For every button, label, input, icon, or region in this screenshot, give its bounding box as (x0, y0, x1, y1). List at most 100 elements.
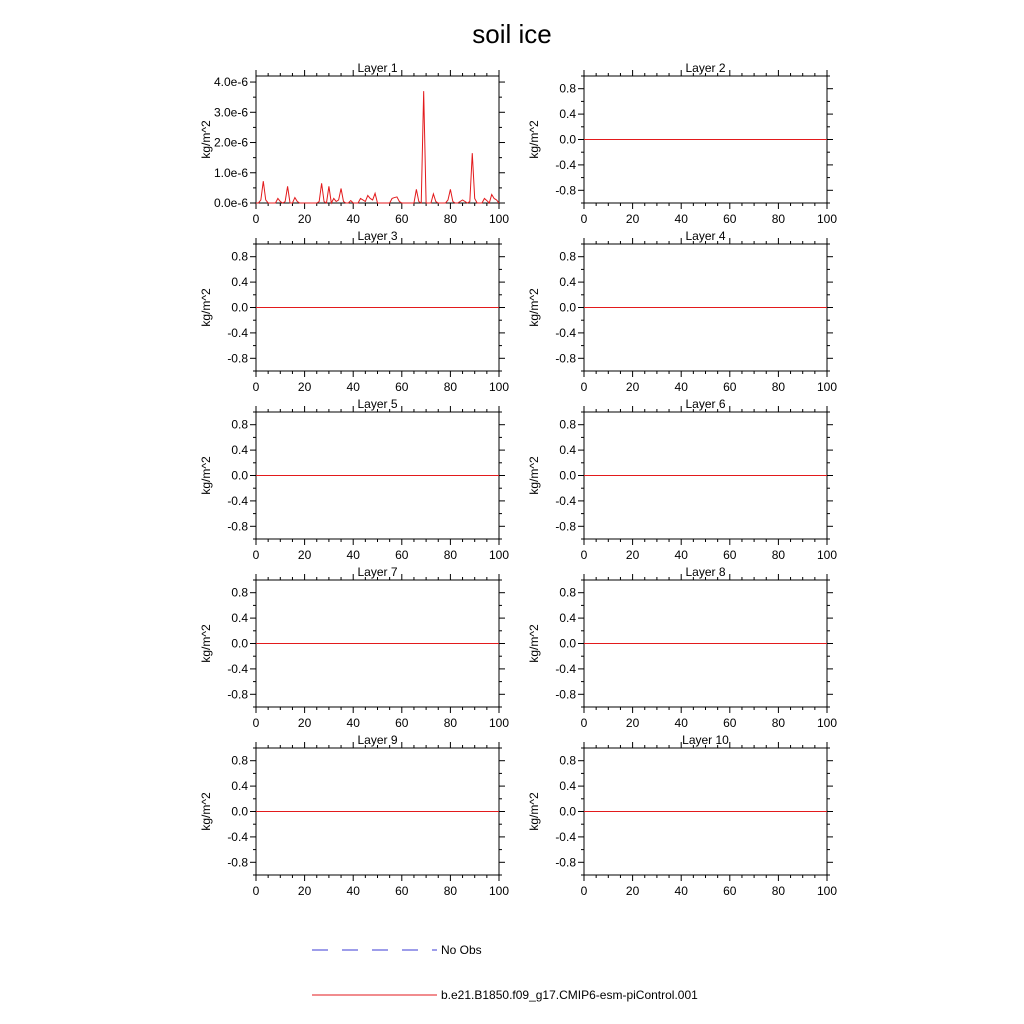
x-tick-label: 40 (347, 884, 361, 898)
panel-10: Layer 10 kg/m^2 0 20 40 60 80 100 -0.8 -0.4 0.0 0.4… (527, 733, 837, 898)
legend-label: b.e21.B1850.f09_g17.CMIP6-esm-piControl.… (441, 988, 698, 1002)
x-tick-label: 0 (253, 212, 260, 226)
panel-title: Layer 4 (685, 229, 725, 243)
y-axis-label: kg/m^2 (527, 624, 541, 663)
x-tick-label: 60 (395, 548, 409, 562)
x-tick-label: 0 (581, 716, 588, 730)
series-line (256, 91, 500, 205)
y-tick-label: 0.4 (231, 779, 248, 793)
y-tick-label: 0.8 (231, 418, 248, 432)
x-tick-label: 20 (626, 212, 640, 226)
y-tick-label: 0.0 (559, 469, 576, 483)
x-tick-label: 100 (489, 548, 509, 562)
y-tick-label: -0.4 (555, 662, 576, 676)
x-tick-label: 100 (817, 884, 837, 898)
panel-4: Layer 4 kg/m^2 0 20 40 60 80 100 -0.8 -0.4 0.0 0.4 0… (527, 229, 837, 394)
x-tick-label: 80 (772, 884, 786, 898)
panel-title: Layer 8 (685, 565, 725, 579)
x-tick-label: 60 (395, 380, 409, 394)
y-tick-label: 0.0 (231, 805, 248, 819)
legend-label: No Obs (441, 943, 482, 957)
x-tick-label: 0 (581, 380, 588, 394)
y-tick-label: 0.4 (231, 275, 248, 289)
x-tick-label: 20 (626, 716, 640, 730)
y-tick-label: -0.8 (555, 855, 576, 869)
y-tick-label: -0.4 (227, 494, 248, 508)
y-axis-label: kg/m^2 (199, 120, 213, 159)
panel-9: Layer 9 kg/m^2 0 20 40 60 80 100 -0.8 -0.4 0.0 0.4 0… (199, 733, 509, 898)
y-tick-label: 0.4 (559, 107, 576, 121)
x-tick-label: 20 (298, 884, 312, 898)
y-tick-label: 0.4 (559, 275, 576, 289)
x-tick-label: 40 (347, 212, 361, 226)
x-tick-label: 60 (723, 716, 737, 730)
x-tick-label: 80 (444, 212, 458, 226)
x-tick-label: 60 (395, 212, 409, 226)
y-tick-label: -0.8 (227, 351, 248, 365)
y-tick-label: -0.8 (227, 519, 248, 533)
y-tick-label: 1.0e-6 (214, 166, 248, 180)
panel-title: Layer 3 (357, 229, 397, 243)
x-tick-label: 100 (489, 716, 509, 730)
y-tick-label: -0.8 (555, 183, 576, 197)
y-tick-label: 4.0e-6 (214, 75, 248, 89)
y-tick-label: 0.0 (559, 133, 576, 147)
y-tick-label: 0.0 (231, 637, 248, 651)
y-tick-label: -0.4 (555, 326, 576, 340)
x-tick-label: 80 (772, 716, 786, 730)
y-tick-label: -0.4 (227, 830, 248, 844)
panel-5: Layer 5 kg/m^2 0 20 40 60 80 100 -0.8 -0.4 0.0 0.4 0… (199, 397, 509, 562)
panel-title: Layer 9 (357, 733, 397, 747)
x-tick-label: 80 (772, 548, 786, 562)
x-tick-label: 100 (817, 716, 837, 730)
x-tick-label: 60 (395, 884, 409, 898)
x-tick-label: 100 (489, 884, 509, 898)
legend: No Obs b.e21.B1850.f09_g17.CMIP6-esm-piCo… (312, 943, 698, 1002)
y-tick-label: -0.4 (555, 494, 576, 508)
x-tick-label: 0 (253, 380, 260, 394)
x-tick-label: 100 (817, 548, 837, 562)
panel-8: Layer 8 kg/m^2 0 20 40 60 80 100 -0.8 -0.4 0.0 0.4 0… (527, 565, 837, 730)
y-tick-label: 0.8 (559, 250, 576, 264)
panel-1: Layer 1 kg/m^2 0 20 40 60 80 100 0.0e-6 1.0e-6 2.0… (199, 61, 509, 226)
y-tick-label: -0.8 (555, 519, 576, 533)
y-tick-label: -0.4 (555, 158, 576, 172)
x-tick-label: 80 (444, 884, 458, 898)
y-axis-label: kg/m^2 (527, 288, 541, 327)
y-tick-label: 0.0 (231, 469, 248, 483)
panel-2: Layer 2 kg/m^2 0 20 40 60 80 100 -0.8 -0.4 0.0 0.4 0… (527, 61, 837, 226)
y-tick-label: -0.8 (555, 351, 576, 365)
y-tick-label: -0.8 (227, 855, 248, 869)
x-tick-label: 40 (675, 380, 689, 394)
panel-title: Layer 10 (682, 733, 729, 747)
y-tick-label: 3.0e-6 (214, 105, 248, 119)
panel-3: Layer 3 kg/m^2 0 20 40 60 80 100 -0.8 -0.4 0.0 0.4 0… (199, 229, 509, 394)
x-tick-label: 20 (298, 212, 312, 226)
y-axis-label: kg/m^2 (199, 456, 213, 495)
x-tick-label: 80 (772, 380, 786, 394)
x-tick-label: 80 (772, 212, 786, 226)
y-tick-label: 0.0 (231, 301, 248, 315)
panel-title: Layer 1 (357, 61, 397, 75)
panel-7: Layer 7 kg/m^2 0 20 40 60 80 100 -0.8 -0.4 0.0 0.4 0… (199, 565, 509, 730)
panel-title: Layer 6 (685, 397, 725, 411)
y-axis-label: kg/m^2 (199, 792, 213, 831)
y-axis-label: kg/m^2 (527, 456, 541, 495)
x-tick-label: 40 (675, 548, 689, 562)
x-tick-label: 60 (395, 716, 409, 730)
y-tick-label: 0.0 (559, 637, 576, 651)
y-tick-label: 0.8 (231, 586, 248, 600)
y-tick-label: 0.0e-6 (214, 196, 248, 210)
y-tick-label: 0.8 (559, 418, 576, 432)
x-tick-label: 20 (298, 548, 312, 562)
y-tick-label: 0.8 (231, 250, 248, 264)
y-tick-label: -0.8 (555, 687, 576, 701)
x-tick-label: 0 (253, 548, 260, 562)
y-tick-label: -0.4 (227, 662, 248, 676)
x-tick-label: 100 (489, 380, 509, 394)
y-tick-label: -0.4 (555, 830, 576, 844)
x-tick-label: 20 (626, 548, 640, 562)
x-tick-label: 60 (723, 212, 737, 226)
x-tick-label: 80 (444, 716, 458, 730)
